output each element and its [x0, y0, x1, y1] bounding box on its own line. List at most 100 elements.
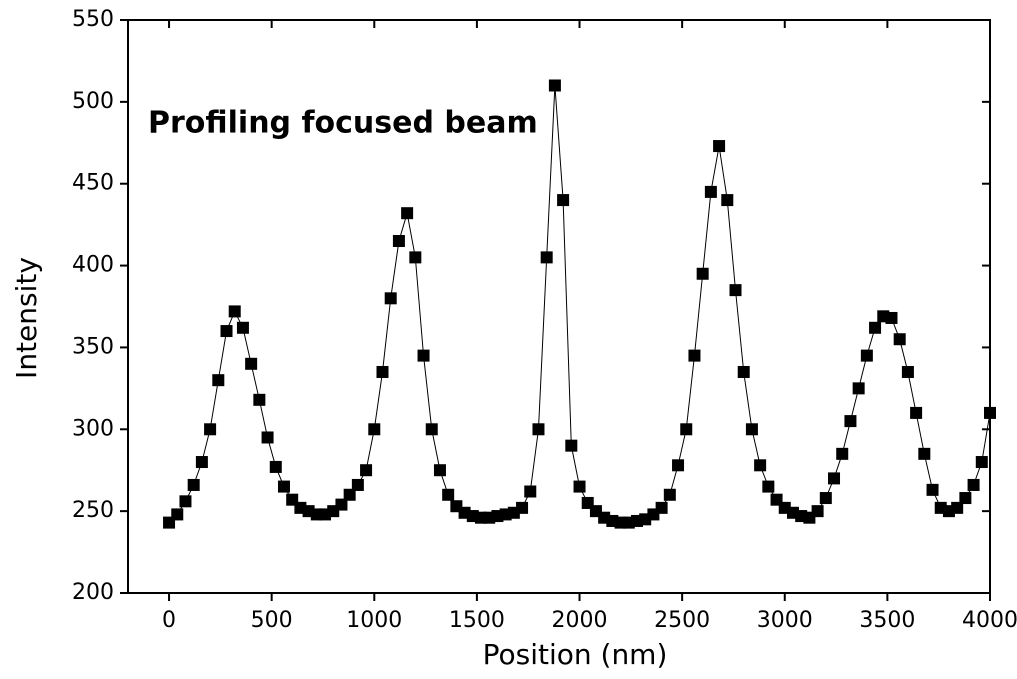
- data-point: [179, 495, 192, 508]
- data-point: [663, 488, 676, 501]
- series-line: [168, 85, 991, 524]
- data-point: [647, 508, 660, 521]
- data-point: [524, 485, 537, 498]
- data-point: [475, 511, 488, 524]
- data-point: [294, 501, 307, 514]
- data-point: [984, 406, 996, 419]
- data-point: [721, 194, 734, 207]
- y-tick-label: 500: [72, 89, 114, 114]
- plot-frame: [127, 19, 991, 594]
- data-point: [319, 508, 332, 521]
- data-point: [565, 439, 578, 452]
- data-point: [852, 382, 865, 395]
- data-point: [228, 305, 241, 318]
- x-tick-label: 2000: [552, 608, 608, 633]
- y-tick-label: 550: [72, 7, 114, 32]
- data-point: [811, 505, 824, 518]
- x-tick-label: 4000: [962, 608, 1017, 633]
- data-point: [869, 321, 882, 334]
- data-point: [425, 423, 438, 436]
- y-axis-label: Intensity: [10, 257, 43, 379]
- data-point: [220, 325, 233, 338]
- x-tick-label: 3000: [757, 608, 813, 633]
- data-point: [696, 267, 709, 280]
- y-tick-label: 250: [72, 498, 114, 523]
- x-tick-label: 0: [162, 608, 176, 633]
- x-tick-label: 3500: [859, 608, 915, 633]
- annotation: Profiling focused beam: [148, 106, 538, 141]
- data-point: [433, 464, 446, 477]
- data-point: [368, 423, 381, 436]
- x-axis-label: Position (nm): [483, 638, 668, 671]
- data-point: [828, 472, 841, 485]
- data-point: [532, 423, 545, 436]
- data-point: [171, 508, 184, 521]
- y-tick-label: 300: [72, 416, 114, 441]
- data-point: [573, 480, 586, 493]
- data-point: [844, 415, 857, 428]
- data-point: [893, 333, 906, 346]
- data-point: [261, 431, 274, 444]
- data-point: [737, 365, 750, 378]
- data-point: [187, 478, 200, 491]
- data-point: [351, 478, 364, 491]
- data-point: [967, 478, 980, 491]
- data-point: [926, 483, 939, 496]
- data-point: [343, 488, 356, 501]
- data-point: [951, 501, 964, 514]
- data-point: [819, 492, 832, 505]
- data-point: [934, 501, 947, 514]
- data-point: [803, 511, 816, 524]
- data-point: [598, 511, 611, 524]
- data-point: [335, 498, 348, 511]
- data-point: [540, 251, 553, 264]
- x-tick-label: 500: [251, 608, 293, 633]
- data-point: [269, 460, 282, 473]
- data-point: [778, 501, 791, 514]
- data-point: [245, 357, 258, 370]
- data-point: [680, 423, 693, 436]
- data-point: [548, 79, 561, 92]
- data-point: [910, 406, 923, 419]
- data-point: [516, 501, 529, 514]
- x-tick-label: 1000: [346, 608, 402, 633]
- data-point: [499, 508, 512, 521]
- data-point: [204, 423, 217, 436]
- data-point: [762, 480, 775, 493]
- data-point: [672, 459, 685, 472]
- data-point: [959, 492, 972, 505]
- data-point: [236, 321, 249, 334]
- data-point: [901, 365, 914, 378]
- data-point: [442, 488, 455, 501]
- data-point: [195, 456, 208, 469]
- data-point: [557, 194, 570, 207]
- data-point: [860, 349, 873, 362]
- data-point: [836, 447, 849, 460]
- data-point: [253, 393, 266, 406]
- data-point: [212, 374, 225, 387]
- data-point: [392, 235, 405, 248]
- data-point: [885, 311, 898, 324]
- data-point: [918, 447, 931, 460]
- data-point: [942, 505, 955, 518]
- data-point: [417, 349, 430, 362]
- data-point: [688, 349, 701, 362]
- data-point: [401, 207, 414, 220]
- data-point: [655, 501, 668, 514]
- data-point: [754, 459, 767, 472]
- data-point: [589, 505, 602, 518]
- data-point: [384, 292, 397, 305]
- x-tick-label: 2500: [654, 608, 710, 633]
- y-tick-label: 200: [72, 580, 114, 605]
- data-point: [713, 140, 726, 153]
- data-point: [409, 251, 422, 264]
- data-point: [327, 505, 340, 518]
- data-point: [302, 505, 315, 518]
- data-point: [745, 423, 758, 436]
- data-point: [360, 464, 373, 477]
- y-tick-label: 400: [72, 253, 114, 278]
- x-tick-label: 1500: [449, 608, 505, 633]
- data-point: [376, 365, 389, 378]
- data-point: [483, 511, 496, 524]
